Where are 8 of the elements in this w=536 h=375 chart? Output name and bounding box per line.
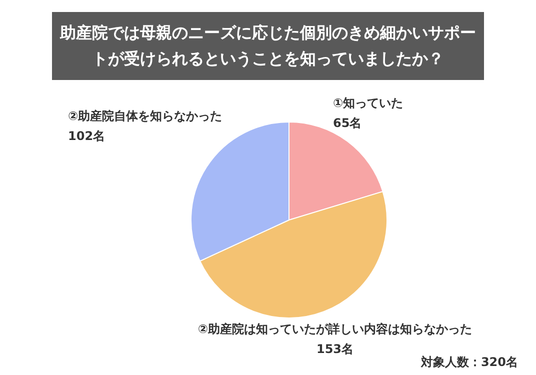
slice-label: ②助産院自体を知らなかった (68, 109, 222, 123)
slice-label: ①知っていた (333, 96, 404, 110)
data-label: 102名 (68, 129, 106, 143)
text: 対象人数：320名 (420, 355, 518, 369)
chart-title: 助産院では母親のニーズに応じた個別のきめ細かいサポートが受けられるということを知っていましたか？ (58, 22, 477, 70)
slice-label: ②助産院は知っていたが詳しい内容は知らなかった (198, 322, 472, 336)
data-label: 65名 (333, 116, 362, 130)
data-label: 153名 (316, 342, 354, 356)
